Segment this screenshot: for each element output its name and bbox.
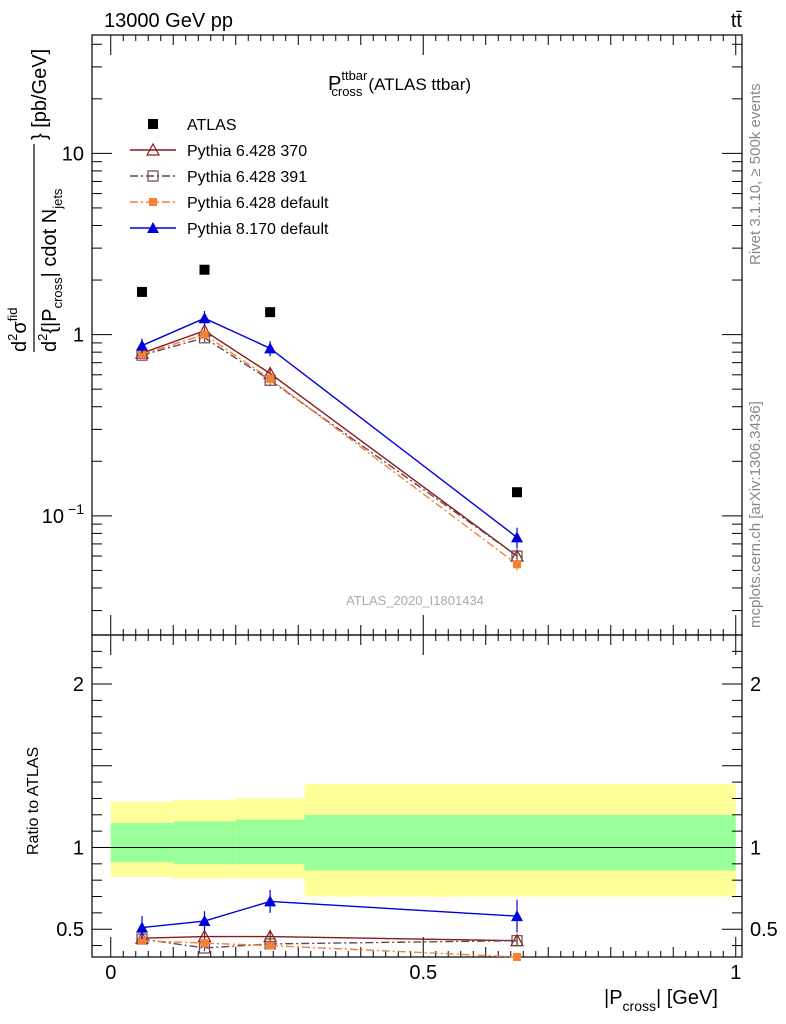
legend-marker [148,119,158,129]
series-line-3 [141,900,518,929]
main-y-tick-label: 10 [62,143,84,165]
main-y-tick-label-exp: −1 [68,501,84,517]
main-y-tick-label: 10 [42,506,64,528]
process-label: tt̄ [731,10,743,32]
series-line-1 [141,329,518,557]
legend-marker [147,222,159,233]
series-line-1 [141,938,518,949]
series-line-2 [141,337,518,557]
series-point [264,342,277,354]
series-point [200,939,209,948]
series-point [136,339,148,351]
legend-label: Pythia 6.428 370 [187,143,307,160]
series-line-2 [141,939,518,958]
legend-marker [149,198,157,206]
svg-text:d2σfid: d2σfid [5,308,31,352]
plot-title-main: P [328,73,341,95]
rivet-version-label: Rivet 3.1.10, ≥ 500k events [747,83,764,265]
series-point [511,910,523,922]
series-point [513,560,521,569]
ratio-band-green [235,819,305,864]
mcplots-label: mcplots.cern.ch [arXiv:1306.3436] [747,401,764,628]
ratio-y-tick-label: 0.5 [56,919,84,941]
ratio-y-tick-label: 2 [73,674,84,696]
legend-marker [145,142,161,156]
series-point [512,487,522,498]
series-line-0 [141,935,518,942]
ratio-y-label: Ratio to ATLAS [25,747,42,855]
x-axis-label: |Pcross| [GeV] [604,987,718,1014]
legend: ATLAS Pythia 6.428 370 Pythia 6.428 391 Pyt… [130,117,329,238]
series-point [513,953,521,961]
main-y-label: d2σfid d2{|Pcross| cdot Njets } [pb/GeV] [5,49,65,352]
series-line-3 [141,333,518,565]
x-tick-label: 0.5 [409,962,437,984]
ratio-band-green [173,821,236,864]
legend-marker [147,170,159,182]
ratio-y-tick-label-right: 0.5 [750,919,778,941]
main-y-tick-label: 1 [73,325,84,347]
svg-text:d2{|Pcross| cdot Njets: d2{|Pcross| cdot Njets [35,188,65,352]
series-point [137,286,147,297]
plot-title: Pttbar cross (ATLAS ttbar) [328,68,471,99]
legend-label: Pythia 6.428 default [187,195,329,212]
series-point [266,941,275,950]
ratio-series [134,889,525,961]
series-point [138,936,146,945]
legend-label: Pythia 8.170 default [187,221,329,238]
ratio-bands [110,783,736,897]
series-point [511,531,523,543]
x-tick-label: 0 [105,962,116,984]
series-line-4 [141,317,518,538]
series-point [265,307,276,318]
ratio-band-green [304,814,736,871]
series-point [138,350,146,359]
x-tick-label: 1 [730,962,741,984]
energy-label: 13000 GeV pp [104,10,233,32]
plot-title-sup: ttbar [341,68,368,83]
ratio-y-tick-label-right: 2 [750,674,761,696]
ratio-frame [91,634,743,958]
analysis-watermark: ATLAS_2020_I1801434 [346,593,484,608]
ratio-band-green [110,822,174,863]
svg-text:} [pb/GeV]: } [pb/GeV] [29,49,51,140]
series-point [199,264,210,275]
plot-title-suffix: (ATLAS ttbar) [368,75,471,94]
legend-label: Pythia 6.428 391 [187,169,307,186]
ratio-y-tick-label: 1 [73,837,84,859]
legend-label: ATLAS [187,117,237,134]
series-point [264,895,277,907]
ratio-y-tick-label-right: 1 [750,837,761,859]
ratio-axes: 0.5 0.5 1 1 2 2 0 0.5 1 [56,634,778,984]
plot-title-sub: cross [331,84,363,99]
series-point [198,312,211,324]
series-point [266,374,275,383]
series-point [511,935,523,947]
series-point [136,921,148,933]
series-point [200,330,209,339]
main-series [134,264,525,571]
series-point [198,915,211,927]
